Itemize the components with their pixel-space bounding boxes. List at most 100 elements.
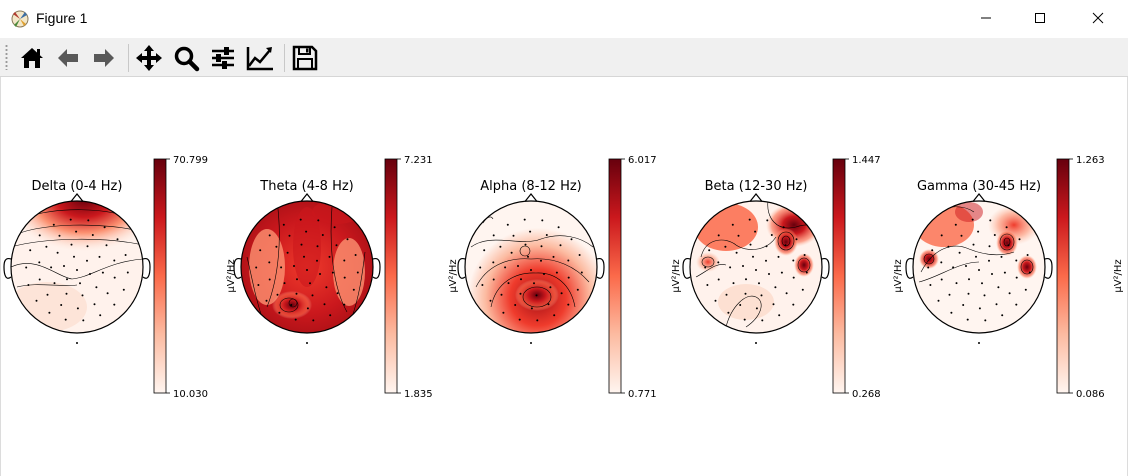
figure-canvas[interactable]: Delta (0-4 Hz) 70.799 10.030 bbox=[0, 77, 1128, 476]
sensor-dot bbox=[755, 307, 758, 310]
sensor-dot bbox=[58, 234, 61, 237]
sensor-dot bbox=[1005, 226, 1008, 229]
sensor-dot bbox=[101, 271, 104, 274]
topomap-panel-delta: Delta (0-4 Hz) bbox=[3, 179, 151, 344]
sensor-dot bbox=[81, 294, 84, 297]
sensor-dot bbox=[70, 243, 73, 246]
colorbar-max-label: 6.017 bbox=[628, 155, 657, 166]
sensor-dot bbox=[343, 259, 346, 262]
colorbar-min-label: 0.268 bbox=[852, 389, 881, 400]
sensor-dot bbox=[962, 304, 965, 306]
sensor-dot bbox=[514, 304, 517, 306]
colorbar bbox=[1056, 158, 1070, 394]
sensor-dot bbox=[742, 265, 744, 267]
maximize-icon bbox=[1035, 13, 1045, 23]
sensor-dot bbox=[76, 269, 78, 271]
toolbar-grip[interactable] bbox=[5, 44, 8, 70]
head-outline bbox=[10, 200, 144, 334]
edit-axis-button[interactable] bbox=[244, 42, 276, 74]
topomap-scalp-map bbox=[241, 201, 373, 333]
nose-icon bbox=[70, 193, 84, 202]
arrow-right-icon bbox=[94, 49, 114, 67]
sensor-dot bbox=[499, 245, 502, 248]
sensor-dot bbox=[559, 244, 562, 247]
maximize-button[interactable] bbox=[1012, 0, 1068, 36]
sensor-markers bbox=[25, 218, 129, 344]
sensor-dot bbox=[316, 259, 318, 262]
sensor-dot bbox=[105, 244, 108, 247]
sensor-dot bbox=[520, 278, 522, 281]
sensor-dot bbox=[952, 266, 955, 269]
sensor-dot bbox=[328, 255, 331, 258]
sensor-dot bbox=[535, 294, 538, 297]
sensor-dot bbox=[993, 234, 996, 236]
topomap-panel-gamma: Gamma (30-45 Hz) bbox=[905, 179, 1053, 344]
home-button[interactable] bbox=[16, 42, 48, 74]
sensor-dot bbox=[519, 292, 522, 295]
topomap-panel-theta: Theta (4-8 Hz) bbox=[233, 179, 381, 344]
colorbar-min-label: 0.086 bbox=[1076, 389, 1105, 400]
sensor-dot bbox=[717, 234, 720, 237]
sensor-dot bbox=[991, 273, 993, 275]
sensor-dot bbox=[954, 223, 957, 226]
sensor-dot bbox=[82, 319, 85, 322]
sensor-dot bbox=[93, 303, 96, 306]
forward-button[interactable] bbox=[88, 42, 120, 74]
minimize-button[interactable] bbox=[958, 0, 1014, 36]
head-outline bbox=[464, 200, 598, 334]
sensor-dot bbox=[784, 244, 787, 247]
sensor-dot bbox=[533, 282, 535, 285]
sensor-dot bbox=[958, 251, 961, 254]
sensor-dot bbox=[356, 271, 359, 274]
topomap-title: Delta (0-4 Hz) bbox=[32, 179, 123, 194]
topomap-title: Beta (12-30 Hz) bbox=[705, 179, 808, 194]
save-button[interactable] bbox=[289, 42, 321, 74]
sensor-dot bbox=[754, 230, 757, 233]
topomap-title: Alpha (8-12 Hz) bbox=[480, 179, 581, 194]
sensor-dot bbox=[483, 249, 486, 252]
sensor-dot bbox=[765, 259, 767, 262]
sensor-dot bbox=[323, 303, 326, 306]
sensor-dot bbox=[280, 266, 283, 269]
sensor-dot bbox=[268, 261, 271, 264]
left-ear-icon bbox=[905, 257, 914, 279]
sensor-dot bbox=[727, 311, 730, 314]
sensor-dot bbox=[529, 230, 532, 233]
pan-button[interactable] bbox=[133, 42, 165, 74]
sensor-dot bbox=[745, 278, 747, 281]
sensor-dot bbox=[557, 226, 560, 229]
sensor-dot bbox=[321, 234, 324, 236]
sensor-dot bbox=[333, 226, 336, 229]
sensor-dot bbox=[296, 278, 298, 281]
back-button[interactable] bbox=[52, 42, 84, 74]
sensor-dot bbox=[995, 303, 998, 306]
sensor-dot bbox=[283, 282, 286, 285]
sensor-dot bbox=[523, 218, 526, 221]
zoom-button[interactable] bbox=[170, 42, 202, 74]
configure-subplots-button[interactable] bbox=[207, 42, 239, 74]
sensor-dot bbox=[76, 307, 79, 310]
sensor-dot bbox=[978, 269, 980, 271]
toolbar bbox=[0, 38, 1128, 77]
left-ear-icon bbox=[3, 257, 12, 279]
sensor-dot bbox=[940, 278, 943, 281]
sensor-dot bbox=[940, 261, 943, 264]
right-ear-icon bbox=[142, 257, 151, 279]
sensor-dot bbox=[268, 234, 271, 237]
sensor-dot bbox=[336, 292, 339, 295]
sensor-dot bbox=[1000, 255, 1003, 258]
sensor-dot bbox=[739, 304, 742, 306]
colorbar bbox=[832, 158, 846, 394]
sensor-dot bbox=[966, 318, 969, 321]
sensor-dot bbox=[354, 254, 357, 256]
close-button[interactable] bbox=[1070, 0, 1126, 36]
left-ear-icon bbox=[457, 257, 466, 279]
sensor-dot bbox=[1015, 276, 1018, 279]
sensor-dot bbox=[578, 254, 581, 256]
sensor-dot bbox=[325, 286, 328, 289]
sensor-markers bbox=[255, 218, 359, 344]
sensor-dot bbox=[502, 311, 505, 314]
sensor-dot bbox=[86, 245, 89, 248]
sensor-dot bbox=[25, 266, 28, 269]
sensor-dot bbox=[735, 251, 738, 254]
